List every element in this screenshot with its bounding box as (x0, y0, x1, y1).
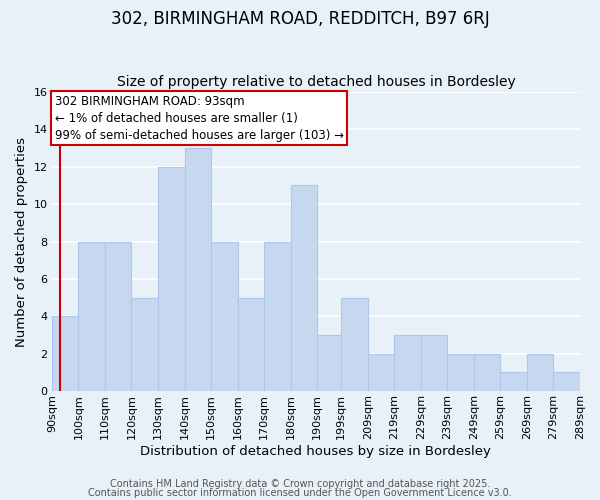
Bar (421, 335, 447, 391)
Bar (368, 354, 394, 391)
Text: 302 BIRMINGHAM ROAD: 93sqm
← 1% of detached houses are smaller (1)
99% of semi-d: 302 BIRMINGHAM ROAD: 93sqm ← 1% of detac… (55, 95, 344, 142)
Bar (264, 242, 291, 391)
Bar (500, 372, 527, 391)
Bar (105, 242, 131, 391)
Bar (211, 242, 238, 391)
Bar (52, 316, 79, 391)
Bar (447, 354, 474, 391)
Bar (185, 148, 211, 391)
Y-axis label: Number of detached properties: Number of detached properties (15, 136, 28, 346)
X-axis label: Distribution of detached houses by size in Bordesley: Distribution of detached houses by size … (140, 444, 491, 458)
Bar (291, 186, 317, 391)
Bar (474, 354, 500, 391)
Bar (131, 298, 158, 391)
Bar (79, 242, 105, 391)
Text: 302, BIRMINGHAM ROAD, REDDITCH, B97 6RJ: 302, BIRMINGHAM ROAD, REDDITCH, B97 6RJ (110, 10, 490, 28)
Bar (394, 335, 421, 391)
Bar (527, 354, 553, 391)
Bar (158, 167, 185, 391)
Bar (317, 335, 341, 391)
Bar (341, 298, 368, 391)
Bar (238, 298, 264, 391)
Bar (553, 372, 580, 391)
Title: Size of property relative to detached houses in Bordesley: Size of property relative to detached ho… (116, 76, 515, 90)
Text: Contains HM Land Registry data © Crown copyright and database right 2025.: Contains HM Land Registry data © Crown c… (110, 479, 490, 489)
Text: Contains public sector information licensed under the Open Government Licence v3: Contains public sector information licen… (88, 488, 512, 498)
